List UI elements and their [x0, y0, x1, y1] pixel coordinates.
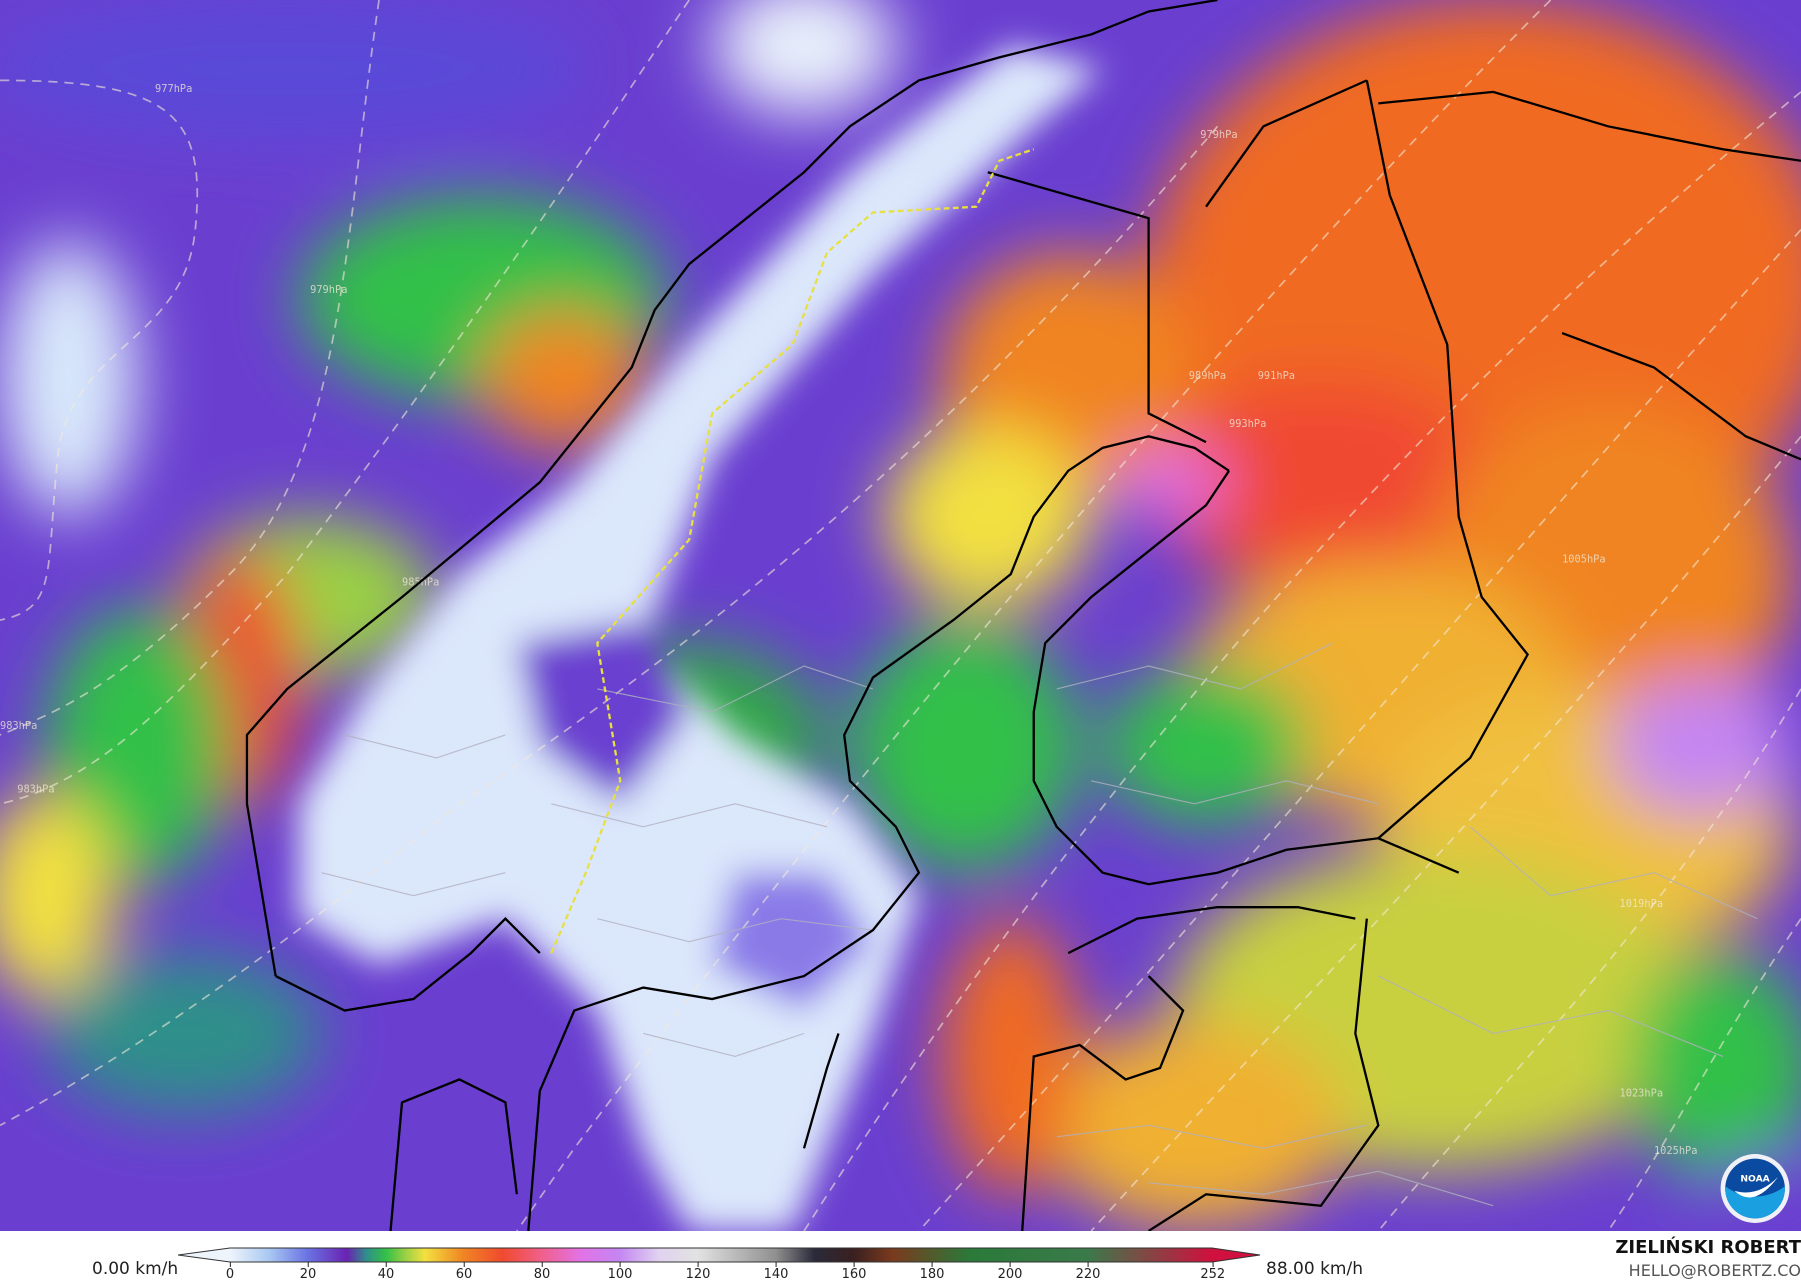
- colorbar-tick: 252: [1200, 1262, 1226, 1282]
- colorbar: [178, 1247, 1261, 1263]
- isobar-label: 1023hPa: [1620, 1088, 1664, 1100]
- regional-borders: [321, 642, 1758, 1207]
- colorbar-tick: 180: [919, 1262, 945, 1282]
- isobar-label: 1025hPa: [1654, 1145, 1698, 1157]
- isobar-label: 993hPa: [1229, 418, 1266, 430]
- national-borders: [987, 79, 1530, 1231]
- colorbar-tick: 80: [533, 1262, 551, 1282]
- isobar-label: 991hPa: [1258, 370, 1295, 382]
- colorbar-tick: 140: [763, 1262, 789, 1282]
- isobar-label: 983hPa: [17, 783, 54, 795]
- svg-text:NOAA: NOAA: [1740, 1174, 1770, 1185]
- colorbar-tick: 160: [841, 1262, 867, 1282]
- colorbar-tick: 100: [607, 1262, 633, 1282]
- isobar-label: 983hPa: [0, 720, 37, 732]
- colorbar-tick: 40: [377, 1262, 395, 1282]
- colorbar-tick: 20: [299, 1262, 317, 1282]
- colorbar-tick: 220: [1075, 1262, 1101, 1282]
- coastlines: [245, 0, 1801, 1231]
- wind-speed-map[interactable]: 977hPa 979hPa 979hPa 983hPa 983hPa 985hP…: [0, 0, 1801, 1231]
- isobar-label: 979hPa: [310, 284, 347, 296]
- colorbar-tick: 120: [685, 1262, 711, 1282]
- colorbar-tick: 200: [997, 1262, 1023, 1282]
- legend-min-label: 0.00 km/h: [92, 1259, 179, 1279]
- norway-sweden-border: [550, 148, 1035, 954]
- isobar-label: 977hPa: [155, 83, 192, 95]
- isobar-label: 1019hPa: [1620, 898, 1664, 910]
- author-email[interactable]: HELLO@ROBERTZ.CO: [1628, 1261, 1801, 1280]
- author-credit: ZIELIŃSKI ROBERT: [1615, 1237, 1801, 1258]
- calm-band: [298, 45, 1103, 1231]
- isobars: [0, 0, 1801, 1231]
- legend-max-label: 88.00 km/h: [1266, 1259, 1363, 1279]
- colorbar-tick: 0: [225, 1262, 235, 1282]
- legend-bar: 0.00 km/h 0 20 40 60 80 100 120 140 160 180 200 220…: [0, 1231, 1801, 1287]
- isobar-label: 979hPa: [1200, 129, 1237, 141]
- wind-field: [0, 0, 1801, 1231]
- isobar-label: 1005hPa: [1562, 554, 1606, 566]
- colorbar-tick: 60: [455, 1262, 473, 1282]
- isobar-label: 989hPa: [1189, 370, 1226, 382]
- noaa-logo: NOAA: [1720, 1154, 1790, 1223]
